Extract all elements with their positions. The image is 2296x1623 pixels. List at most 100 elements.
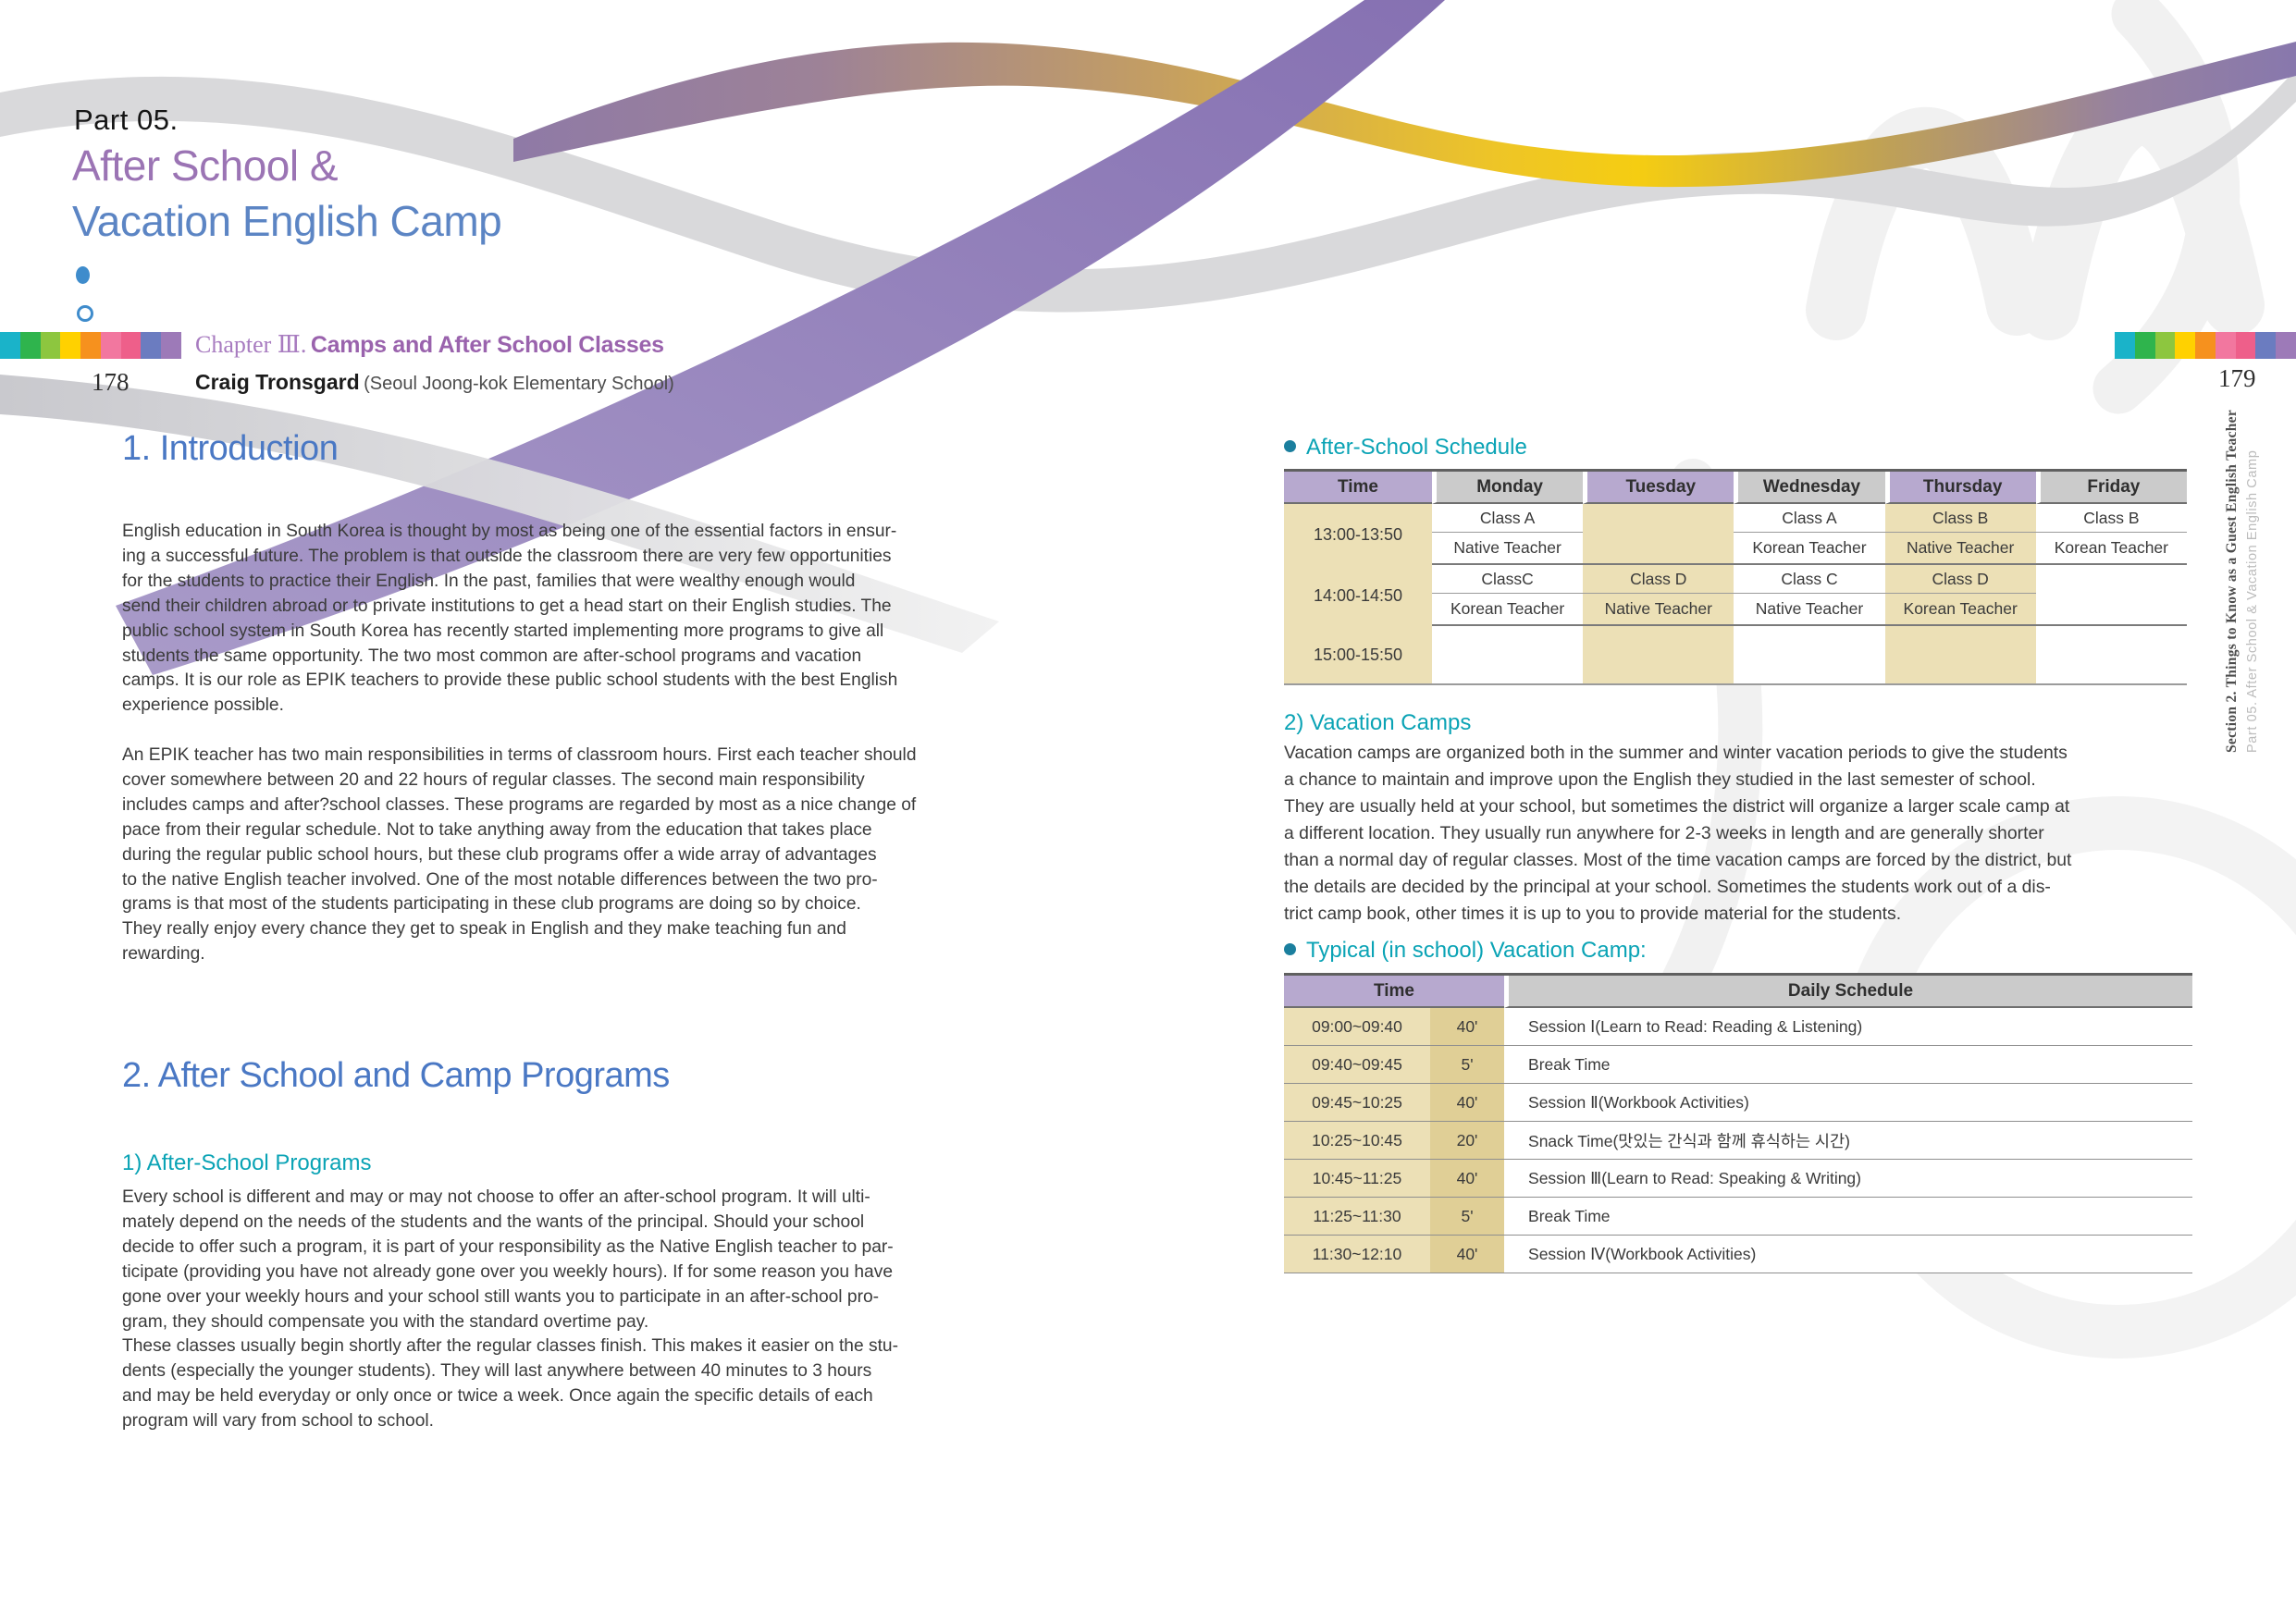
activity-cell: Session Ⅲ(Learn to Read: Speaking & Writ… xyxy=(1504,1160,2192,1198)
ribbon-gradient xyxy=(513,42,2296,188)
table-row-1300-teachers: Native Teacher Korean Teacher Native Tea… xyxy=(1284,533,2187,565)
time-cell: 11:25~11:30 xyxy=(1284,1198,1430,1236)
filled-dot-icon xyxy=(76,266,90,284)
afterschool-schedule-table: Time Monday Tuesday Wednesday Thursday F… xyxy=(1284,469,2187,685)
class-cell: Class B xyxy=(2035,504,2187,533)
teacher-cell: Native Teacher xyxy=(1432,533,1584,565)
color-strip-right xyxy=(2115,332,2296,359)
class-cell xyxy=(1734,626,1885,685)
time-cell: 15:00-15:50 xyxy=(1284,626,1432,685)
vacation-camps-paragraph: Vacation camps are organized both in the… xyxy=(1284,743,2072,924)
table-header-row: Time Daily Schedule xyxy=(1284,976,2192,1008)
table-row: 11:25~11:30 5' Break Time xyxy=(1284,1198,2192,1236)
heading-text: After-School Schedule xyxy=(1306,435,1527,460)
duration-cell: 5' xyxy=(1430,1198,1505,1236)
author-name: Craig Tronsgard xyxy=(195,370,360,394)
teacher-cell: Native Teacher xyxy=(1583,594,1734,626)
teacher-cell: Native Teacher xyxy=(1884,533,2036,565)
teacher-cell xyxy=(2035,594,2187,626)
table-row-1300-classes: 13:00-13:50 Class A Class A Class B Clas… xyxy=(1284,504,2187,565)
table-row: 09:45~10:25 40' Session Ⅱ(Workbook Activ… xyxy=(1284,1084,2192,1122)
edge-section-label: Section 2. Things to Know as a Guest Eng… xyxy=(2224,409,2240,753)
time-cell: 13:00-13:50 xyxy=(1284,504,1432,565)
chapter-title: Camps and After School Classes xyxy=(310,332,664,358)
column-header-monday: Monday xyxy=(1432,472,1584,504)
subheading-vacation-camps: 2) Vacation Camps xyxy=(1284,710,1472,735)
column-header-tuesday: Tuesday xyxy=(1583,472,1734,504)
table-header-row: Time Monday Tuesday Wednesday Thursday F… xyxy=(1284,472,2187,504)
activity-cell: Snack Time(맛있는 간식과 함께 휴식하는 시간) xyxy=(1504,1122,2192,1160)
edge-labels: Section 2. Things to Know as a Guest Eng… xyxy=(2224,410,2260,753)
activity-cell: Session Ⅱ(Workbook Activities) xyxy=(1504,1084,2192,1122)
class-cell: Class C xyxy=(1734,565,1885,594)
teacher-cell: Native Teacher xyxy=(1734,594,1885,626)
color-strip-left xyxy=(0,332,182,359)
open-dot-icon xyxy=(77,305,93,322)
activity-cell: Session Ⅰ(Learn to Read: Reading & Liste… xyxy=(1504,1008,2192,1046)
duration-cell: 5' xyxy=(1430,1046,1505,1084)
page-title-line-1: After School & xyxy=(72,141,339,190)
table-row: 11:30~12:10 40' Session Ⅳ(Workbook Activ… xyxy=(1284,1236,2192,1273)
column-header-friday: Friday xyxy=(2035,472,2187,504)
class-cell xyxy=(1583,504,1734,533)
column-header-wednesday: Wednesday xyxy=(1734,472,1885,504)
author-line: Craig Tronsgard (Seoul Joong-kok Element… xyxy=(195,370,674,395)
time-cell: 10:25~10:45 xyxy=(1284,1122,1430,1160)
class-cell: ClassC xyxy=(1432,565,1584,594)
teacher-cell: Korean Teacher xyxy=(2035,533,2187,565)
duration-cell: 20' xyxy=(1430,1122,1505,1160)
class-cell: Class A xyxy=(1432,504,1584,533)
time-cell: 14:00-14:50 xyxy=(1284,565,1432,626)
activity-cell: Break Time xyxy=(1504,1198,2192,1236)
time-cell: 11:30~12:10 xyxy=(1284,1236,1430,1273)
table-row: 10:45~11:25 40' Session Ⅲ(Learn to Read:… xyxy=(1284,1160,2192,1198)
column-header-thursday: Thursday xyxy=(1884,472,2036,504)
teacher-cell: Korean Teacher xyxy=(1734,533,1885,565)
afterschool-programs-paragraph: Every school is different and may or may… xyxy=(122,1187,898,1432)
heading-afterschool-schedule: After-School Schedule xyxy=(1284,435,1527,461)
class-cell: Class D xyxy=(1884,565,2036,594)
table-row: 09:40~09:45 5' Break Time xyxy=(1284,1046,2192,1084)
edge-part-label: Part 05. After School & Vacation English… xyxy=(2245,449,2260,753)
chapter-heading: Chapter Ⅲ. Camps and After School Classe… xyxy=(195,331,664,359)
section-heading-introduction: 1. Introduction xyxy=(122,429,339,468)
teacher-cell: Korean Teacher xyxy=(1432,594,1584,626)
bullet-icon xyxy=(1284,440,1296,452)
intro-paragraph-1: English education in South Korea is thou… xyxy=(122,522,898,716)
subheading-afterschool-programs: 1) After-School Programs xyxy=(122,1150,372,1175)
heading-vacation-camp-table: Typical (in school) Vacation Camp: xyxy=(1284,938,1647,964)
vacation-camp-table: Time Daily Schedule 09:00~09:40 40' Sess… xyxy=(1284,973,2192,1273)
table-row-1400-classes: 14:00-14:50 ClassC Class D Class C Class… xyxy=(1284,565,2187,626)
ribbon-gray xyxy=(0,69,2296,313)
part-label: Part 05. xyxy=(74,104,179,136)
class-cell: Class A xyxy=(1734,504,1885,533)
ribbon-purple-swoosh xyxy=(116,0,1445,675)
teacher-cell xyxy=(1583,533,1734,565)
class-cell: Class D xyxy=(1583,565,1734,594)
intro-paragraph-2: An EPIK teacher has two main responsibil… xyxy=(122,745,917,965)
teacher-cell: Korean Teacher xyxy=(1884,594,2036,626)
table-row: 09:00~09:40 40' Session Ⅰ(Learn to Read:… xyxy=(1284,1008,2192,1046)
column-header-time: Time xyxy=(1284,976,1505,1008)
activity-cell: Session Ⅳ(Workbook Activities) xyxy=(1504,1236,2192,1273)
ribbon-silver-bottom xyxy=(0,375,999,653)
duration-cell: 40' xyxy=(1430,1236,1505,1273)
chapter-number: Chapter Ⅲ. xyxy=(195,331,307,358)
section-heading-programs: 2. After School and Camp Programs xyxy=(122,1056,670,1095)
duration-cell: 40' xyxy=(1430,1008,1505,1046)
heading-text: Typical (in school) Vacation Camp: xyxy=(1306,938,1647,963)
class-cell xyxy=(1432,626,1584,685)
time-cell: 10:45~11:25 xyxy=(1284,1160,1430,1198)
table-row: 10:25~10:45 20' Snack Time(맛있는 간식과 함께 휴식… xyxy=(1284,1122,2192,1160)
class-cell xyxy=(2035,626,2187,685)
page-number-left: 178 xyxy=(92,368,130,396)
author-affiliation: (Seoul Joong-kok Elementary School) xyxy=(364,374,674,394)
class-cell xyxy=(1884,626,2036,685)
time-cell: 09:00~09:40 xyxy=(1284,1008,1430,1046)
duration-cell: 40' xyxy=(1430,1160,1505,1198)
class-cell xyxy=(2035,565,2187,594)
page-title-line-2: Vacation English Camp xyxy=(72,197,502,245)
class-cell xyxy=(1583,626,1734,685)
